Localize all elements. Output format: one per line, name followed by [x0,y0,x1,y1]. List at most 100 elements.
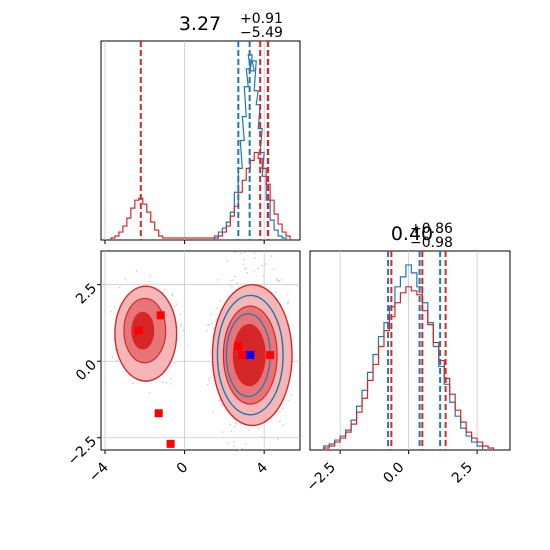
scatter-sample [116,359,118,361]
scatter-sample [260,436,263,438]
x-tick-label: −4 [86,459,112,485]
top-left-title: 3.27 [179,13,221,35]
scatter-sample [248,429,250,432]
scatter-sample [287,300,290,303]
histogram-step-red [323,286,495,450]
scatter-sample [277,438,279,440]
x-tick-label: −2.5 [304,460,339,495]
scatter-sample [212,410,214,413]
scatter-sample [148,280,150,283]
scatter-sample [218,399,221,402]
scatter-sample [215,320,217,323]
bottom-right-title: 0.40 [391,223,433,245]
bottom-right-title-value: 0.40 [391,223,433,245]
scatter-sample [241,447,244,450]
blue-contour-outer [216,294,284,416]
top-left-title-plus: +0.91 [240,11,283,27]
scatter-sample [290,393,292,396]
scatter-sample [208,323,211,326]
bottom-right-axes-frame [309,250,511,451]
top-left-title-minus: −5.49 [240,25,283,41]
scatter-sample [110,310,112,313]
scatter-sample [254,256,256,259]
bottom-left-markers [134,311,275,448]
scatter-sample [280,279,283,281]
scatter-sample [148,391,151,394]
bottom-right-quantile-lines [387,251,447,450]
scatter-sample [179,325,182,328]
scatter-sample [135,270,138,272]
scatter-sample [244,251,246,254]
scatter-sample [235,422,238,425]
x-tick-label: 0.0 [380,460,407,487]
bottom-right-title-minus: −0.98 [410,235,453,251]
scatter-sample [182,329,185,332]
scatter-sample [114,348,116,351]
red-square-marker [166,439,175,448]
scatter-sample [253,269,256,272]
red-square-marker [234,341,243,350]
red-square-marker [154,409,163,418]
scatter-sample [253,252,256,254]
scatter-sample [207,379,210,382]
scatter-sample [132,382,134,385]
scatter-sample [276,277,278,280]
scatter-sample [124,277,127,280]
scatter-sample [279,420,281,422]
scatter-sample [243,268,246,270]
top-left-title-value: 3.27 [179,13,221,35]
scatter-sample [237,286,240,288]
scatter-sample [149,275,152,278]
scatter-sample [165,381,168,384]
scatter-sample [287,303,289,305]
scatter-sample [230,430,232,433]
scatter-sample [208,376,211,379]
bottom-left-contour-panel: −4 0 4 2.5 0.0 −2.5 [65,250,301,485]
scatter-sample [279,410,281,413]
scatter-sample [275,291,277,293]
scatter-sample [287,315,289,317]
scatter-sample [180,323,182,326]
scatter-sample [229,424,231,426]
scatter-sample [210,322,213,324]
histogram-step-red [110,151,291,240]
scatter-sample [162,381,164,383]
scatter-sample [218,398,221,401]
scatter-sample [229,279,232,282]
scatter-sample [216,307,219,309]
scatter-sample [205,329,208,332]
scatter-sample [242,263,245,265]
bottom-right-histogram-panel: −2.5 0.0 2.5 0.40 +0.86 −0.98 [304,221,511,495]
scatter-sample [233,445,236,448]
scatter-sample [234,421,237,424]
scatter-sample [234,275,236,278]
scatter-sample [260,264,263,267]
scatter-sample [229,284,231,286]
scatter-sample [217,279,219,281]
scatter-sample [234,251,237,254]
scatter-sample [277,280,280,283]
scatter-sample [287,399,290,402]
scatter-sample [272,268,275,271]
x-tick-label: 4 [253,459,271,477]
scatter-sample [287,293,289,296]
scatter-sample [245,267,248,269]
scatter-sample [215,318,218,320]
scatter-sample [243,259,245,261]
scatter-sample [246,272,249,274]
red-square-marker [134,326,143,335]
scatter-sample [221,403,223,406]
scatter-sample [232,279,234,281]
scatter-sample [171,294,174,297]
histogram-step-blue [323,264,484,450]
y-tick-label: 0.0 [73,357,100,384]
top-left-gridlines [104,41,265,240]
scatter-sample [226,260,229,262]
bottom-right-gridlines [339,251,478,450]
scatter-sample [233,425,236,428]
top-left-histogram-panel: 3.27 +0.91 −5.49 [100,11,301,244]
scatter-sample [170,383,173,385]
scatter-sample [118,286,121,289]
scatter-sample [210,313,213,315]
